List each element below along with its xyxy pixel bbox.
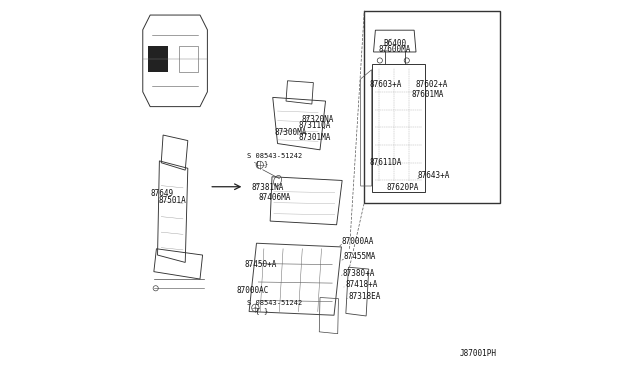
Text: 87320NA: 87320NA: [302, 115, 334, 124]
Text: 87000AA: 87000AA: [341, 237, 374, 246]
Text: 87649: 87649: [150, 189, 173, 198]
Text: S 08543-51242
  { }: S 08543-51242 { }: [247, 300, 302, 314]
Bar: [364, 11, 500, 203]
Text: 87301MA: 87301MA: [298, 133, 331, 142]
Text: 87620PA: 87620PA: [387, 183, 419, 192]
Text: 87600MA: 87600MA: [378, 45, 411, 54]
Text: 87318EA: 87318EA: [348, 292, 380, 301]
Text: 87000AC: 87000AC: [237, 286, 269, 295]
Text: 87406MA: 87406MA: [259, 193, 291, 202]
Text: 87603+A: 87603+A: [369, 80, 402, 89]
Text: J87001PH: J87001PH: [460, 350, 497, 359]
Text: 87611DA: 87611DA: [369, 158, 402, 167]
Text: 87311QA: 87311QA: [298, 121, 331, 130]
Bar: [148, 46, 168, 72]
Bar: [179, 46, 198, 72]
Text: 87643+A: 87643+A: [417, 171, 450, 180]
Text: 87602+A: 87602+A: [415, 80, 447, 89]
Text: 87380+A: 87380+A: [343, 269, 375, 278]
Text: 87601MA: 87601MA: [412, 90, 444, 99]
Text: B6400: B6400: [383, 39, 406, 48]
Text: 87501A: 87501A: [159, 196, 186, 205]
Text: S 08543-51242
  { }: S 08543-51242 { }: [247, 153, 302, 167]
Text: 87418+A: 87418+A: [345, 280, 378, 289]
Text: 87455MA: 87455MA: [344, 252, 376, 262]
Text: 87450+A: 87450+A: [244, 260, 276, 269]
Text: 87381NA: 87381NA: [252, 183, 284, 192]
Text: 87300MA: 87300MA: [275, 128, 307, 137]
